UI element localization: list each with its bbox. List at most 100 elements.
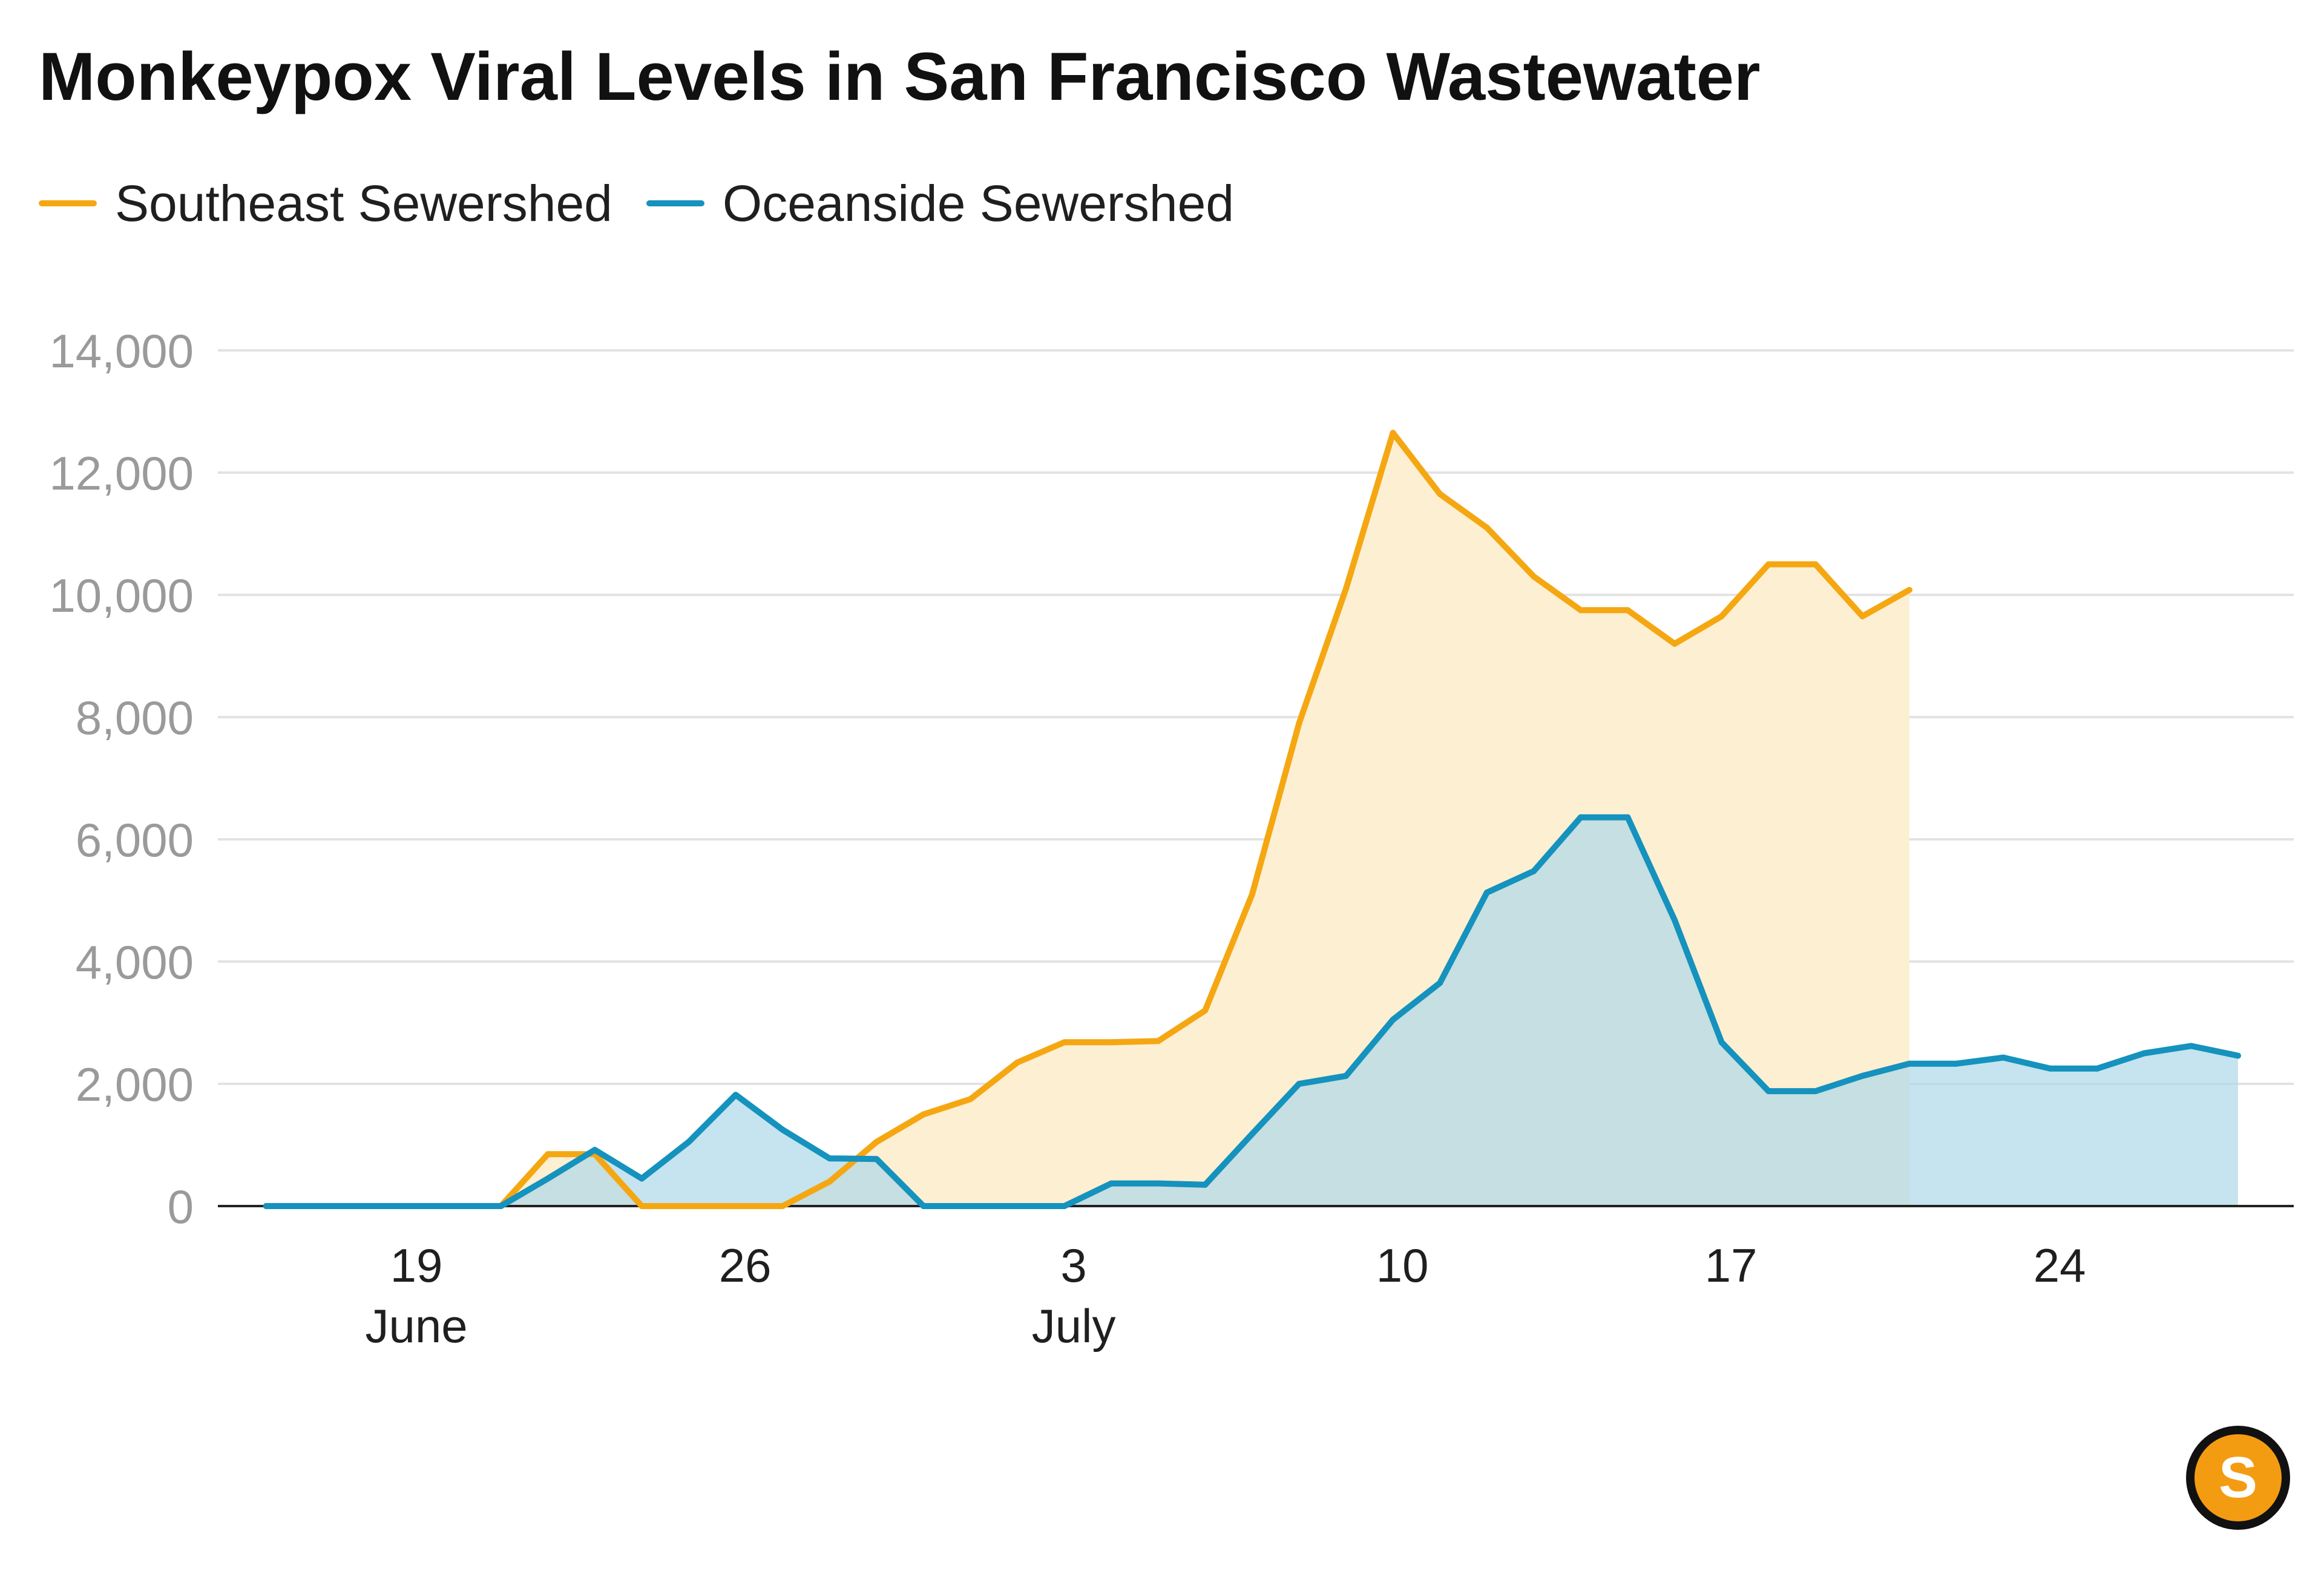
data-point-southeast [826,1178,833,1185]
data-point-oceanside [1765,1088,1772,1095]
legend-label-southeast: Southeast Sewershed [115,174,612,232]
data-point-oceanside [497,1203,504,1209]
data-point-oceanside [263,1203,269,1209]
series-line-southeast [263,430,1912,1209]
data-point-oceanside [2094,1065,2101,1072]
data-point-oceanside [2188,1043,2194,1049]
data-point-oceanside [1437,980,1443,986]
y-tick-label: 2,000 [76,1058,194,1111]
data-point-southeast [1437,491,1443,497]
data-point-southeast [873,1139,880,1145]
data-point-oceanside [967,1203,974,1209]
data-point-oceanside [1108,1180,1115,1187]
x-month-label: June [365,1299,467,1353]
legend-swatch-oceanside [646,200,704,206]
data-point-southeast [1249,891,1255,897]
data-point-oceanside [2141,1050,2147,1057]
x-tick-label: 19 [390,1239,443,1292]
chart-title: Monkeypox Viral Levels in San Francisco … [39,39,1761,114]
data-point-southeast [686,1203,692,1209]
data-point-southeast [920,1111,927,1118]
data-point-southeast [1624,607,1631,614]
x-tick-label: 17 [1705,1239,1758,1292]
data-point-oceanside [2000,1054,2007,1061]
x-tick-label: 26 [719,1239,772,1292]
data-point-southeast [1577,607,1584,614]
y-tick-label: 4,000 [76,936,194,989]
data-point-southeast [1108,1039,1115,1046]
data-point-oceanside [1014,1203,1020,1209]
data-point-southeast [1718,613,1725,620]
data-point-oceanside [1531,868,1537,874]
data-point-oceanside [1390,1017,1396,1023]
data-point-oceanside [826,1155,833,1162]
data-point-southeast [1014,1059,1020,1066]
data-point-southeast [1531,573,1537,580]
x-month-label: July [1032,1299,1116,1353]
data-point-oceanside [1249,1130,1255,1137]
data-point-southeast [1390,430,1396,436]
data-point-oceanside [1906,1060,1912,1067]
data-point-southeast [1906,586,1912,593]
data-point-oceanside [1672,917,1678,923]
legend: Southeast Sewershed Oceanside Sewershed [39,173,1268,234]
area-fill-oceanside [266,817,2238,1206]
data-point-oceanside [638,1175,645,1182]
data-point-oceanside [1202,1181,1209,1188]
line-layer [263,430,2241,1209]
data-point-oceanside [451,1203,458,1209]
data-point-southeast [1296,720,1302,727]
data-point-oceanside [1718,1039,1725,1046]
data-point-oceanside [2234,1052,2241,1059]
data-point-oceanside [920,1203,927,1209]
data-point-oceanside [1483,889,1490,896]
data-point-southeast [1859,613,1866,620]
data-point-southeast [1483,524,1490,531]
data-point-oceanside [591,1147,598,1153]
data-point-oceanside [1624,814,1631,821]
logo-letter: S [2194,1434,2282,1521]
data-point-oceanside [1953,1060,1960,1067]
x-tick-label: 10 [1376,1239,1429,1292]
data-point-southeast [1812,561,1819,568]
data-point-southeast [545,1151,551,1158]
area-layer [266,433,2238,1206]
x-tick-label: 3 [1060,1239,1086,1292]
data-point-southeast [780,1203,786,1209]
legend-item-oceanside: Oceanside Sewershed [646,174,1234,233]
y-tick-label: 14,000 [49,324,194,378]
data-point-oceanside [1812,1088,1819,1095]
data-point-oceanside [310,1203,317,1209]
y-tick-label: 10,000 [49,569,194,622]
data-point-southeast [638,1203,645,1209]
data-point-oceanside [1577,814,1584,821]
data-point-southeast [1765,561,1772,568]
legend-label-oceanside: Oceanside Sewershed [722,174,1235,232]
data-point-oceanside [1155,1180,1161,1187]
data-point-southeast [967,1096,974,1103]
y-tick-label: 0 [168,1180,194,1233]
data-point-southeast [1343,585,1349,592]
data-point-southeast [1202,1007,1209,1014]
data-point-oceanside [1343,1072,1349,1079]
data-point-oceanside [780,1126,786,1133]
data-point-southeast [1155,1038,1161,1044]
data-point-southeast [732,1203,739,1209]
y-tick-label: 6,000 [76,813,194,867]
data-point-oceanside [686,1139,692,1145]
data-point-oceanside [1859,1072,1866,1079]
legend-item-southeast: Southeast Sewershed [39,174,612,233]
x-tick-labels: 19 June 26 3 July 10 17 24 [365,1239,2086,1353]
data-point-oceanside [1061,1203,1068,1209]
data-point-oceanside [357,1203,363,1209]
data-point-oceanside [732,1092,739,1098]
data-point-oceanside [545,1175,551,1182]
data-point-oceanside [2047,1065,2053,1072]
data-point-southeast [1061,1039,1068,1046]
data-point-oceanside [404,1203,410,1209]
data-point-oceanside [873,1156,880,1162]
legend-swatch-southeast [39,200,97,206]
data-point-southeast [1672,640,1678,647]
